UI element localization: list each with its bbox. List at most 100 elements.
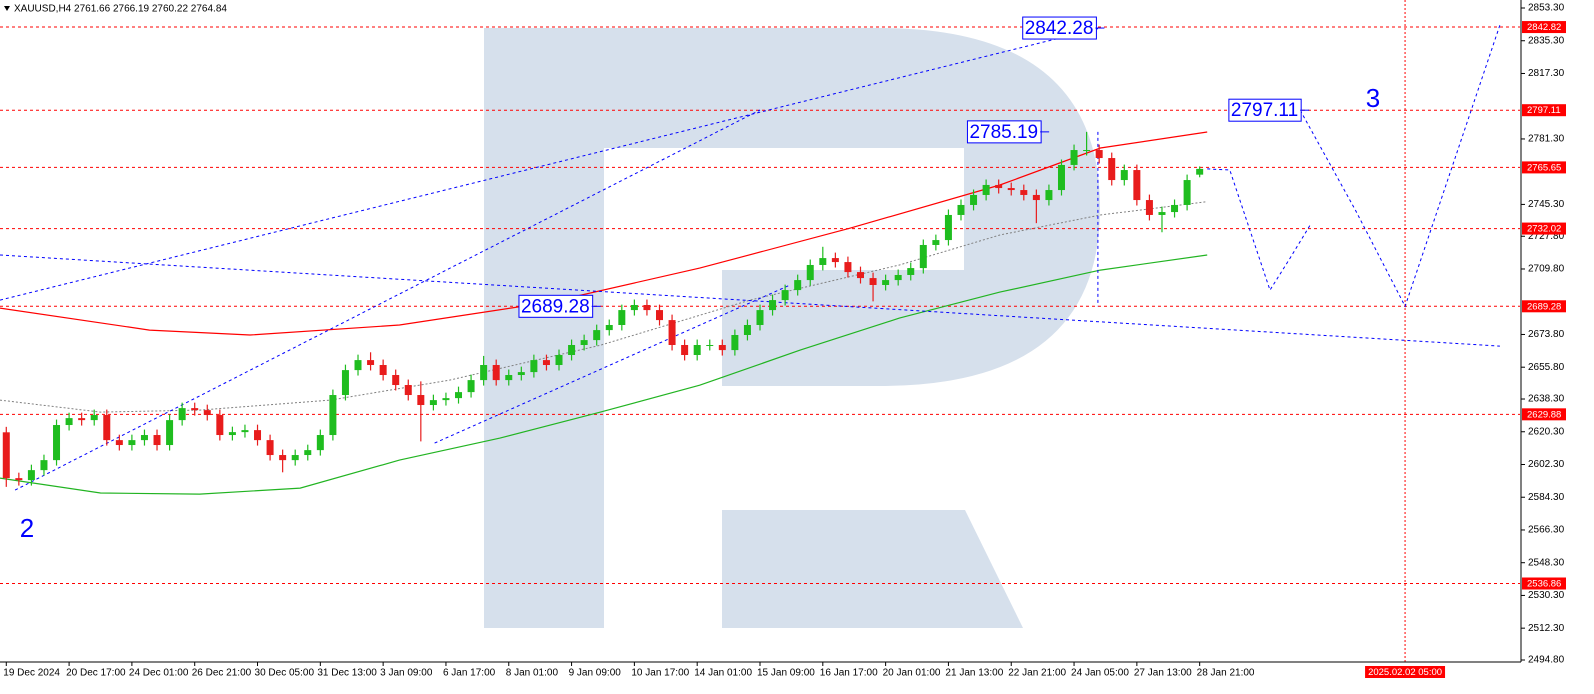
chart-title: XAUUSD,H4 2761.66 2766.19 2760.22 2764.8…	[14, 4, 227, 15]
candle-body	[203, 410, 211, 416]
wave-label: 3	[1366, 83, 1380, 113]
candle-body	[643, 304, 651, 311]
candle-body	[794, 280, 802, 291]
header-icon	[4, 6, 10, 11]
indicator-line	[1299, 24, 1501, 308]
candle-body	[1032, 194, 1040, 201]
y-tick-label: 2602.30	[1528, 459, 1565, 470]
candle-body	[480, 365, 488, 381]
candle-body	[379, 365, 387, 376]
x-tick-label: 6 Jan 17:00	[443, 668, 496, 679]
candle-body	[53, 425, 61, 461]
candle-body	[153, 435, 161, 446]
candle-body	[467, 380, 475, 393]
level-label: 2689.28	[1527, 301, 1561, 312]
candle-body	[781, 290, 789, 301]
candle-body	[15, 478, 23, 481]
candle-body	[178, 408, 186, 421]
candle-body	[542, 360, 550, 366]
candle-body	[341, 370, 349, 396]
x-tick-label: 10 Jan 17:00	[631, 668, 689, 679]
y-tick-label: 2853.30	[1528, 3, 1565, 14]
candle-body	[894, 274, 902, 281]
x-tick-label: 22 Jan 21:00	[1008, 668, 1066, 679]
candle-body	[492, 365, 500, 381]
y-tick-label: 2530.30	[1528, 590, 1565, 601]
level-label: 2732.02	[1527, 224, 1561, 235]
x-tick-label: 31 Dec 13:00	[317, 668, 377, 679]
candle-body	[731, 335, 739, 351]
candle-body	[618, 310, 626, 325]
candle-body	[1083, 150, 1091, 152]
level-label-box	[1522, 300, 1566, 313]
x-tick-label: 3 Jan 09:00	[380, 668, 433, 679]
candle-body	[995, 184, 1003, 189]
candle-body	[367, 360, 375, 366]
indicator-line	[1207, 168, 1311, 292]
candle-body	[1057, 164, 1065, 191]
x-tick-label: 20 Dec 17:00	[66, 668, 126, 679]
candle-body	[1120, 170, 1128, 181]
candle-body	[266, 440, 274, 456]
x-tick-label: 24 Jan 05:00	[1071, 668, 1129, 679]
y-tick-label: 2566.30	[1528, 525, 1565, 536]
y-tick-label: 2781.30	[1528, 134, 1565, 145]
candle-body	[316, 435, 324, 451]
y-tick-label: 2709.80	[1528, 264, 1565, 275]
indicator-line	[434, 284, 791, 444]
level-label: 2842.82	[1527, 22, 1561, 33]
price-box-label: 2689.28	[521, 296, 590, 317]
level-label-box	[1522, 21, 1566, 34]
level-label: 2629.88	[1527, 409, 1561, 420]
candle-body	[844, 262, 852, 273]
x-tick-label: 9 Jan 09:00	[569, 668, 622, 679]
candle-body	[505, 375, 513, 381]
candle-body	[907, 268, 915, 275]
candle-body	[404, 385, 412, 396]
candle-body	[128, 440, 136, 446]
indicator-line	[14, 109, 761, 491]
candle-body	[605, 324, 613, 331]
y-tick-label: 2548.30	[1528, 557, 1565, 568]
candle-body	[718, 345, 726, 351]
candle-body	[228, 432, 236, 436]
candle-body	[957, 204, 965, 215]
candle-body	[216, 415, 224, 436]
indicator-line	[0, 254, 1500, 347]
candle-body	[140, 435, 148, 441]
price-box-label: 2797.11	[1231, 100, 1298, 121]
date-marker-box	[1365, 666, 1446, 678]
candle-body	[819, 258, 827, 265]
candle-body	[517, 372, 525, 376]
candle-body	[78, 418, 86, 421]
candle-body	[279, 455, 287, 461]
candle-body	[304, 450, 312, 456]
candle-body	[869, 278, 877, 285]
candle-body	[593, 330, 601, 341]
candle-body	[65, 418, 73, 426]
candle-body	[743, 324, 751, 336]
candle-body	[806, 264, 814, 281]
candle-body	[769, 300, 777, 311]
candle-body	[882, 280, 890, 285]
candle-body	[254, 430, 262, 441]
x-tick-label: 20 Jan 01:00	[883, 668, 941, 679]
y-tick-label: 2745.30	[1528, 199, 1565, 210]
y-tick-label: 2512.30	[1528, 623, 1565, 634]
candle-body	[1171, 204, 1179, 213]
candle-body	[455, 392, 463, 399]
candle-body	[191, 408, 199, 411]
candle-body	[1145, 200, 1153, 215]
candle-body	[568, 345, 576, 356]
x-tick-label: 8 Jan 01:00	[506, 668, 559, 679]
candle-body	[1070, 150, 1078, 165]
candle-body	[630, 304, 638, 311]
plot: 2842.28 2797.11 2785.19 2689.28 2 3	[0, 0, 1520, 662]
candle-body	[668, 320, 676, 346]
x-tick-label: 16 Jan 17:00	[820, 668, 878, 679]
level-label-box	[1522, 222, 1566, 235]
candle-body	[1108, 158, 1116, 181]
candle-body	[580, 340, 588, 346]
y-tick-label: 2584.30	[1528, 492, 1565, 503]
